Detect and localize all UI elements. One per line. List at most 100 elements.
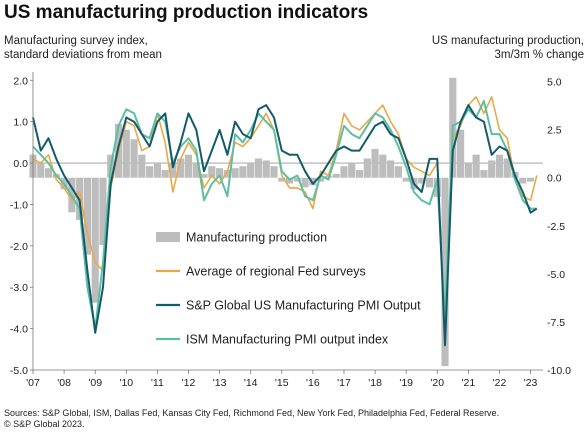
x-tick-label-11: '18 <box>368 377 382 389</box>
right-tick-label-1: 2.5 <box>547 125 562 137</box>
right-tick-label-3: -2.5 <box>547 221 565 233</box>
production-bar-43 <box>363 158 371 178</box>
right-tick-label-5: -7.5 <box>547 317 565 329</box>
right-tick-label-0: 5.0 <box>547 77 562 89</box>
production-bar-61 <box>503 158 511 178</box>
right-axis-title-line-2: 3m/3m % change <box>494 49 585 61</box>
right-tick-label-6: -10.0 <box>547 365 571 377</box>
production-bar-45 <box>379 154 387 178</box>
production-bar-19 <box>177 158 185 178</box>
legend-label-ism: ISM Manufacturing PMI output index <box>186 333 389 347</box>
production-bar-41 <box>348 162 356 178</box>
production-bar-56 <box>464 162 472 178</box>
production-bar-39 <box>332 173 340 178</box>
production-bar-35 <box>301 177 309 188</box>
copyright-note: © S&P Global 2023. <box>4 419 85 429</box>
right-axis-title: US manufacturing production, 3m/3m % cha… <box>432 34 584 62</box>
production-bar-12 <box>122 129 130 178</box>
production-bar-36 <box>309 177 317 186</box>
production-bar-30 <box>262 160 270 178</box>
chart-title: US manufacturing production indicators <box>4 2 369 23</box>
production-bar-26 <box>231 168 239 178</box>
production-bar-25 <box>223 170 231 178</box>
x-tick-label-12: '19 <box>399 377 413 389</box>
x-tick-label-7: '14 <box>244 377 258 389</box>
x-tick-label-0: '07 <box>26 377 40 389</box>
left-tick-label-4: -2.0 <box>10 241 28 253</box>
x-tick-label-16: '23 <box>524 377 538 389</box>
production-bar-31 <box>270 166 278 178</box>
x-tick-label-8: '15 <box>275 377 289 389</box>
legend-swatch-production <box>156 232 180 242</box>
production-bar-46 <box>387 160 395 178</box>
production-bar-58 <box>480 170 488 178</box>
x-tick-label-13: '20 <box>430 377 444 389</box>
right-tick-label-2: 0.0 <box>547 173 562 185</box>
production-bar-57 <box>472 154 480 178</box>
production-bar-20 <box>184 154 193 178</box>
x-tick-label-5: '12 <box>182 377 196 389</box>
production-bar-34 <box>293 177 301 182</box>
production-bar-8 <box>91 177 99 303</box>
production-bar-44 <box>371 148 379 178</box>
production-bar-50 <box>418 177 426 184</box>
x-tick-label-1: '08 <box>57 377 71 389</box>
x-tick-label-14: '21 <box>462 377 476 389</box>
production-bar-32 <box>278 177 286 182</box>
production-bar-64 <box>526 177 535 182</box>
right-tick-label-4: -5.0 <box>547 269 565 281</box>
spgi-series-line <box>32 104 538 347</box>
production-bar-21 <box>192 162 200 178</box>
production-bar-47 <box>394 166 402 178</box>
x-tick-label-9: '16 <box>306 377 320 389</box>
production-bar-1 <box>37 162 45 178</box>
production-bar-2 <box>44 168 53 178</box>
production-bar-29 <box>254 158 263 178</box>
sources-note: Sources: S&P Global, ISM, Dallas Fed, Ka… <box>4 408 500 418</box>
production-bar-48 <box>402 177 410 182</box>
production-bar-22 <box>200 173 208 178</box>
production-bar-28 <box>247 162 255 178</box>
production-bar-59 <box>488 160 496 178</box>
production-bar-27 <box>239 166 247 178</box>
chart-canvas: 2.0 1.0 0.0 -1.0 -2.0 -3.0 -4.0 -5.0 5.0 2.5 0.0 -2… <box>10 72 571 389</box>
x-tick-label-6: '13 <box>213 377 227 389</box>
left-axis-title-line-2: standard deviations from mean <box>4 49 162 61</box>
left-axis-title: Manufacturing survey index, standard dev… <box>4 34 162 62</box>
production-bar-42 <box>355 170 364 178</box>
legend-label-spgi: S&P Global US Manufacturing PMI Output <box>186 299 421 313</box>
x-tick-label-2: '09 <box>88 377 102 389</box>
production-bar-53 <box>441 177 449 367</box>
x-tick-label-3: '10 <box>119 377 133 389</box>
right-axis-title-line-1: US manufacturing production, <box>431 35 584 47</box>
left-tick-label-7: -5.0 <box>10 365 28 377</box>
production-bar-63 <box>519 177 527 184</box>
left-tick-label-0: 2.0 <box>13 75 28 87</box>
production-bar-7 <box>83 177 91 255</box>
production-bar-60 <box>495 154 504 178</box>
left-tick-label-3: -1.0 <box>10 199 28 211</box>
x-tick-label-15: '22 <box>493 377 507 389</box>
legend-label-fed: Average of regional Fed surveys <box>186 265 366 279</box>
production-bar-17 <box>161 170 169 178</box>
x-tick-label-4: '11 <box>151 377 164 389</box>
production-bar-18 <box>169 162 177 178</box>
left-axis-title-line-1: Manufacturing survey index, <box>4 35 148 47</box>
production-bar-14 <box>138 154 146 178</box>
ism-series-line <box>32 100 537 330</box>
production-bar-13 <box>130 139 138 178</box>
production-bar-33 <box>285 177 294 184</box>
production-bar-9 <box>99 177 107 246</box>
production-bar-24 <box>216 168 224 178</box>
production-bar-37 <box>317 177 325 182</box>
production-bar-23 <box>208 166 216 178</box>
left-tick-label-5: -3.0 <box>10 282 28 294</box>
production-bar-15 <box>146 166 154 178</box>
left-tick-label-1: 1.0 <box>13 117 28 129</box>
production-bar-51 <box>425 177 434 188</box>
left-tick-label-2: 0.0 <box>13 158 28 170</box>
production-bar-55 <box>457 129 465 178</box>
legend-label-production: Manufacturing production <box>186 231 327 245</box>
x-tick-label-10: '17 <box>337 377 351 389</box>
production-bar-16 <box>153 162 161 178</box>
